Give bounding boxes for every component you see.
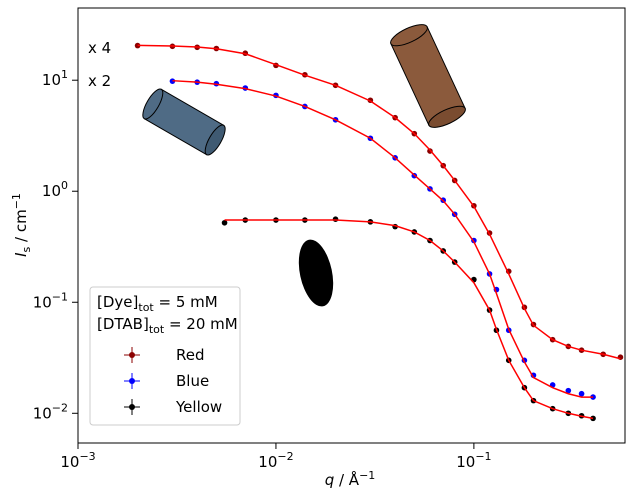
x-label-main: q — [325, 471, 335, 489]
x-tick-exp: −2 — [277, 450, 293, 463]
cylinder-blue — [142, 88, 226, 156]
data-point — [578, 390, 585, 397]
y-tick-label: 101 — [42, 68, 68, 89]
x-tick-exp: −1 — [475, 450, 491, 463]
legend-title-rest: = 5 mM — [154, 293, 218, 311]
legend-box — [89, 286, 241, 426]
x-tick-exp: −3 — [79, 450, 95, 463]
x-tick-label: 10−1 — [456, 450, 491, 471]
x-tick-base: 10 — [456, 453, 475, 471]
y-tick-base: 10 — [42, 182, 61, 200]
data-point — [332, 216, 339, 222]
x-tick-label: 10−3 — [60, 450, 95, 471]
legend-marker — [129, 404, 135, 410]
legend-marker — [129, 378, 135, 384]
legend-title-sub: tot — [138, 301, 154, 314]
legend-label: Red — [176, 346, 205, 364]
legend-title-sub: tot — [149, 323, 165, 336]
fit-line — [224, 219, 594, 420]
legend-label: Yellow — [175, 398, 222, 416]
y-axis-label: Is / cm−1 — [10, 193, 33, 257]
legend: [Dye]tot = 5 mM[DTAB]tot = 20 mMRedBlueY… — [89, 286, 241, 426]
legend-title-main: [DTAB] — [97, 315, 149, 333]
y-tick-exp: −1 — [52, 290, 68, 303]
data-point — [221, 219, 228, 226]
fit-line — [172, 79, 594, 398]
plot-area — [134, 42, 624, 422]
x-tick-label: 10−2 — [258, 450, 293, 471]
cylinder-brown — [390, 24, 466, 128]
y-tick-label: 10−1 — [33, 290, 68, 311]
x-axis-label: q / Å−1 — [325, 469, 376, 489]
y-tick-label: 100 — [42, 179, 68, 200]
y-tick-base: 10 — [42, 71, 61, 89]
data-point — [565, 387, 572, 394]
y-tick-exp: 0 — [61, 179, 68, 192]
y-label-sup: −1 — [10, 193, 23, 209]
fit-line — [137, 44, 621, 360]
legend-title: [Dye]tot = 5 mM — [97, 293, 218, 314]
legend-marker — [129, 352, 135, 358]
y-tick-exp: −2 — [52, 401, 68, 414]
legend-title-rest: = 20 mM — [164, 315, 238, 333]
disc-black — [298, 239, 334, 307]
legend-title: [DTAB]tot = 20 mM — [97, 315, 238, 336]
legend-title-main: [Dye] — [97, 293, 138, 311]
annotation: x 4 — [88, 39, 111, 57]
legend-label: Blue — [176, 372, 209, 390]
axes-frame — [77, 7, 626, 444]
y-tick-label: 10−2 — [33, 401, 68, 422]
x-tick-base: 10 — [258, 453, 277, 471]
y-tick-exp: 1 — [61, 68, 68, 81]
y-label-main: I — [12, 252, 30, 257]
annotation: x 2 — [88, 72, 111, 90]
x-label-sup: −1 — [359, 469, 375, 482]
x-tick-base: 10 — [60, 453, 79, 471]
y-tick-base: 10 — [33, 293, 52, 311]
data-point — [617, 354, 624, 361]
y-label-rest: / cm — [12, 209, 30, 246]
y-tick-base: 10 — [33, 404, 52, 422]
x-label-rest: / Å — [334, 470, 360, 489]
y-label-sub: s — [20, 246, 33, 252]
